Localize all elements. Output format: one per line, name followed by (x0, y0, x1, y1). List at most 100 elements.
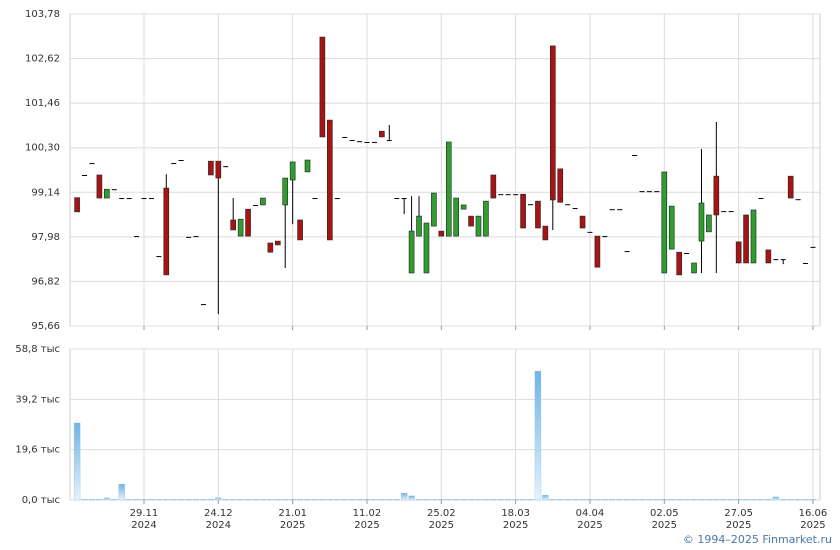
candle-body (668, 205, 675, 250)
volume-bar (88, 499, 96, 501)
candle-body (735, 241, 742, 264)
candle-body (803, 262, 809, 264)
y-tick-label: 19,6 тыс (15, 445, 60, 456)
volume-bar (430, 499, 438, 501)
candle-body (698, 202, 705, 242)
volume-bar (631, 499, 638, 501)
volume-bar (549, 499, 556, 501)
candle-body (193, 236, 199, 238)
volume-bar (690, 499, 698, 501)
volume-bar (794, 499, 802, 501)
y-tick-label: 102,62 (25, 54, 60, 65)
volume-bar (638, 499, 646, 501)
volume-bar (133, 499, 140, 501)
candle-body (579, 215, 586, 229)
candle-body (178, 160, 184, 162)
x-tick-label: 04.04 2025 (575, 508, 605, 531)
candle-body (758, 198, 764, 200)
candle-body (171, 163, 177, 165)
candle-body (787, 175, 794, 199)
volume-bar (341, 499, 348, 501)
volume-bar (750, 499, 757, 501)
y-tick-label: 39,2 тыс (15, 394, 60, 405)
candle-body (483, 200, 489, 237)
volume-bar (267, 499, 274, 501)
y-tick-label: 96,82 (31, 276, 60, 287)
volume-bar (683, 499, 690, 501)
volume-bar (453, 499, 460, 501)
volume-bar (304, 499, 311, 501)
y-tick-label: 0,0 тыс (22, 495, 60, 506)
volume-bar (668, 499, 675, 501)
candle-body (82, 174, 88, 176)
candle-body (408, 230, 415, 274)
candle-body (215, 160, 222, 179)
volume-frame (69, 348, 821, 501)
candle-body (357, 141, 363, 143)
volume-bar (646, 499, 653, 501)
candle-body (267, 242, 274, 253)
candle-body (684, 252, 690, 254)
candle-body (557, 168, 564, 203)
candle-body (104, 188, 110, 199)
candle-body (609, 209, 615, 211)
candle-body (96, 174, 103, 199)
volume-bar (527, 499, 534, 501)
volume-bar (505, 499, 512, 501)
candle-body (460, 204, 467, 210)
volume-bar (393, 499, 400, 501)
candle-body (773, 259, 779, 261)
candle-body (572, 208, 578, 210)
candle-body (74, 197, 80, 213)
candle-body (312, 198, 318, 200)
volume-bar (348, 499, 356, 501)
volume-bar (215, 497, 222, 501)
volume-bar (542, 494, 549, 501)
volume-bar (155, 499, 163, 501)
x-tick-label: 21.01 2025 (278, 508, 307, 531)
volume-bar (252, 499, 259, 501)
volume-bar (163, 499, 170, 501)
candle-body (200, 304, 206, 306)
candle-body (394, 198, 400, 200)
volume-bar (765, 499, 772, 501)
x-tick-label: 25.02 2025 (426, 508, 456, 531)
candle-body (743, 214, 749, 264)
volume-bar (356, 499, 363, 501)
candle-body (148, 198, 154, 200)
candle-body (535, 200, 541, 229)
candle-body (371, 141, 377, 143)
x-tick-label: 16.06 2025 (798, 508, 828, 531)
x-tick-label: 24.12 2024 (203, 508, 233, 531)
volume-bar (534, 370, 542, 501)
volume-bar (200, 499, 207, 501)
volume-bar (178, 499, 185, 501)
volume-bar (244, 499, 252, 501)
volume-bar (73, 422, 81, 501)
volume-bar (125, 499, 133, 501)
volume-bar (148, 499, 155, 501)
volume-bar (438, 499, 445, 501)
volume-bar (274, 499, 281, 501)
volume-bar (460, 499, 467, 501)
price-frame (69, 13, 821, 327)
candle-body (706, 214, 712, 233)
volume-bar (118, 483, 125, 501)
candle-body (431, 192, 437, 227)
volume-bar (311, 499, 319, 501)
candle-body (163, 187, 170, 276)
volume-bar (802, 499, 809, 501)
candle-body (721, 211, 727, 213)
candle-body (453, 197, 459, 237)
candle-body (111, 189, 117, 191)
x-tick-label: 11.02 2025 (352, 508, 382, 531)
volume-bar (698, 499, 705, 501)
volume-bar (757, 499, 765, 501)
volume-bar (222, 499, 229, 501)
candle-body (223, 166, 229, 168)
volume-bar (586, 499, 594, 501)
volume-bar (371, 499, 378, 501)
volume-bar (564, 499, 571, 501)
